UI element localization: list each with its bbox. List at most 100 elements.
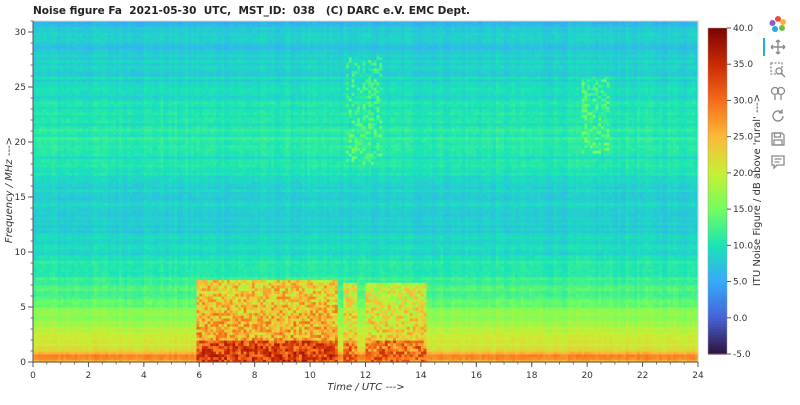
heatmap-cell xyxy=(33,65,37,69)
heatmap-cell xyxy=(46,257,51,261)
heatmap-cell xyxy=(71,81,76,85)
heatmap-cell xyxy=(35,243,40,248)
heatmap-cell xyxy=(55,26,59,30)
heatmap-cell xyxy=(49,62,53,66)
heatmap-cell xyxy=(77,252,81,256)
heatmap-cell xyxy=(41,279,45,283)
heatmap-cell xyxy=(77,158,81,162)
heatmap-cell xyxy=(46,243,51,248)
heatmap-cell xyxy=(63,238,67,242)
heatmap-cell xyxy=(38,175,42,179)
heatmap-cell xyxy=(46,340,51,344)
heatmap-cell xyxy=(35,56,40,61)
heatmap-cell xyxy=(60,213,65,217)
heatmap-cell xyxy=(49,348,53,352)
heatmap-cell xyxy=(74,21,78,25)
heatmap-cell xyxy=(38,271,42,275)
heatmap-cell xyxy=(63,172,67,176)
heatmap-cell xyxy=(46,318,51,322)
heatmap-cell xyxy=(80,40,84,44)
heatmap-cell xyxy=(77,155,81,160)
heatmap-cell xyxy=(60,175,65,179)
heatmap-cell xyxy=(38,293,42,297)
heatmap-cell xyxy=(46,202,51,206)
heatmap-cell xyxy=(55,197,59,201)
heatmap-cell xyxy=(57,169,62,173)
heatmap-cell xyxy=(74,111,78,116)
heatmap-cell xyxy=(49,21,53,25)
heatmap-cell xyxy=(82,186,87,190)
heatmap-cell xyxy=(71,232,76,237)
heatmap-cell xyxy=(71,309,76,314)
heatmap-cell xyxy=(52,186,56,190)
heatmap-cell xyxy=(38,155,42,160)
heatmap-cell xyxy=(52,315,56,319)
heatmap-cell xyxy=(60,56,65,61)
heatmap-cell xyxy=(71,307,76,311)
heatmap-cell xyxy=(69,48,73,52)
heatmap-cell xyxy=(52,175,56,179)
heatmap-cell xyxy=(46,296,51,300)
heatmap-cell xyxy=(82,199,87,204)
heatmap-cell xyxy=(44,48,48,52)
heatmap-cell xyxy=(77,199,81,204)
heatmap-cell xyxy=(63,197,67,201)
heatmap-cell xyxy=(60,274,65,278)
heatmap-cell xyxy=(49,87,53,91)
heatmap-cell xyxy=(60,40,65,44)
heatmap-cell xyxy=(44,257,48,261)
heatmap-cell xyxy=(69,117,73,121)
heatmap-cell xyxy=(57,191,62,195)
heatmap-cell xyxy=(69,59,73,63)
heatmap-cell xyxy=(46,219,51,223)
heatmap-cell xyxy=(49,323,53,327)
heatmap[interactable] xyxy=(33,21,699,363)
heatmap-cell xyxy=(46,268,51,272)
heatmap-cell xyxy=(35,353,40,358)
heatmap-cell xyxy=(74,243,78,248)
heatmap-cell xyxy=(60,109,65,113)
heatmap-cell xyxy=(74,120,78,124)
heatmap-cell xyxy=(71,197,76,201)
heatmap-cell xyxy=(63,139,67,143)
heatmap-cell xyxy=(33,202,37,206)
heatmap-cell xyxy=(35,304,40,308)
heatmap-cell xyxy=(46,89,51,94)
heatmap-cell xyxy=(41,48,45,52)
heatmap-cell xyxy=(66,106,70,110)
heatmap-cell xyxy=(63,287,67,292)
heatmap-cell xyxy=(52,271,56,275)
heatmap-cell xyxy=(33,164,37,168)
heatmap-cell xyxy=(77,205,81,209)
heatmap-cell xyxy=(46,62,51,66)
heatmap-cell xyxy=(57,51,62,55)
heatmap-cell xyxy=(44,155,48,160)
heatmap-cell xyxy=(80,263,84,267)
heatmap-cell xyxy=(35,144,40,149)
heatmap-cell xyxy=(71,210,76,215)
heatmap-cell xyxy=(69,304,73,308)
heatmap-cell xyxy=(57,197,62,201)
heatmap-cell xyxy=(80,274,84,278)
heatmap-cell xyxy=(49,191,53,195)
heatmap-cell xyxy=(66,175,70,179)
heatmap-cell xyxy=(41,351,45,355)
heatmap-cell xyxy=(63,268,67,272)
heatmap-cell xyxy=(77,312,81,316)
heatmap-cell xyxy=(44,122,48,127)
heatmap-cell xyxy=(55,219,59,223)
heatmap-cell xyxy=(66,265,70,270)
heatmap-cell xyxy=(38,329,42,333)
heatmap-cell xyxy=(77,180,81,184)
heatmap-cell xyxy=(55,100,59,105)
heatmap-cell xyxy=(41,202,45,206)
heatmap-cell xyxy=(49,158,53,162)
heatmap-cell xyxy=(46,183,51,187)
heatmap-cell xyxy=(49,70,53,74)
heatmap-cell xyxy=(46,279,51,283)
heatmap-cell xyxy=(46,205,51,209)
heatmap-cell xyxy=(63,265,67,270)
heatmap-cell xyxy=(82,265,87,270)
heatmap-cell xyxy=(69,183,73,187)
heatmap-cell xyxy=(63,309,67,314)
